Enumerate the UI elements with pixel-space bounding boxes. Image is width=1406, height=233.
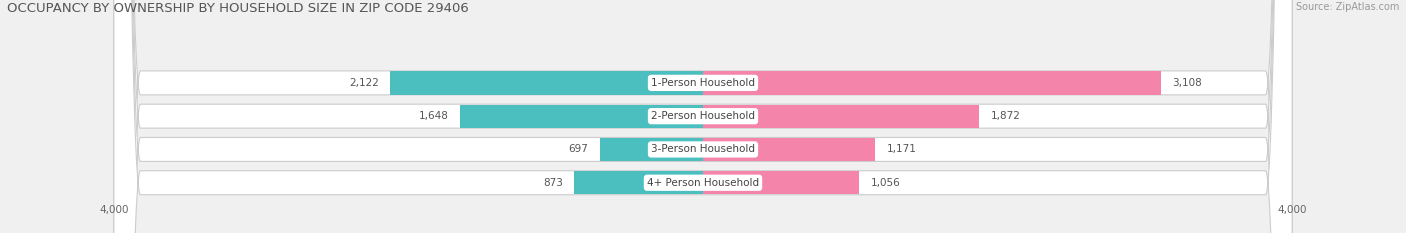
- Text: OCCUPANCY BY OWNERSHIP BY HOUSEHOLD SIZE IN ZIP CODE 29406: OCCUPANCY BY OWNERSHIP BY HOUSEHOLD SIZE…: [7, 2, 468, 15]
- Bar: [703, 171, 859, 194]
- Text: Source: ZipAtlas.com: Source: ZipAtlas.com: [1295, 2, 1399, 12]
- Text: 1,648: 1,648: [419, 111, 449, 121]
- Bar: [391, 71, 703, 95]
- Text: 1,872: 1,872: [990, 111, 1021, 121]
- Bar: [460, 105, 703, 128]
- Bar: [703, 105, 979, 128]
- Text: 2,122: 2,122: [349, 78, 378, 88]
- Bar: [600, 138, 703, 161]
- Text: 3-Person Household: 3-Person Household: [651, 144, 755, 154]
- Text: 1,171: 1,171: [887, 144, 917, 154]
- Text: 4+ Person Household: 4+ Person Household: [647, 178, 759, 188]
- Bar: [703, 71, 1161, 95]
- Text: 873: 873: [543, 178, 562, 188]
- FancyBboxPatch shape: [114, 0, 1292, 233]
- Text: 2-Person Household: 2-Person Household: [651, 111, 755, 121]
- Text: 1-Person Household: 1-Person Household: [651, 78, 755, 88]
- Text: 3,108: 3,108: [1173, 78, 1202, 88]
- FancyBboxPatch shape: [114, 0, 1292, 233]
- Text: 697: 697: [568, 144, 589, 154]
- Bar: [703, 138, 876, 161]
- Text: 1,056: 1,056: [870, 178, 900, 188]
- FancyBboxPatch shape: [114, 0, 1292, 233]
- Bar: [575, 171, 703, 194]
- FancyBboxPatch shape: [114, 0, 1292, 233]
